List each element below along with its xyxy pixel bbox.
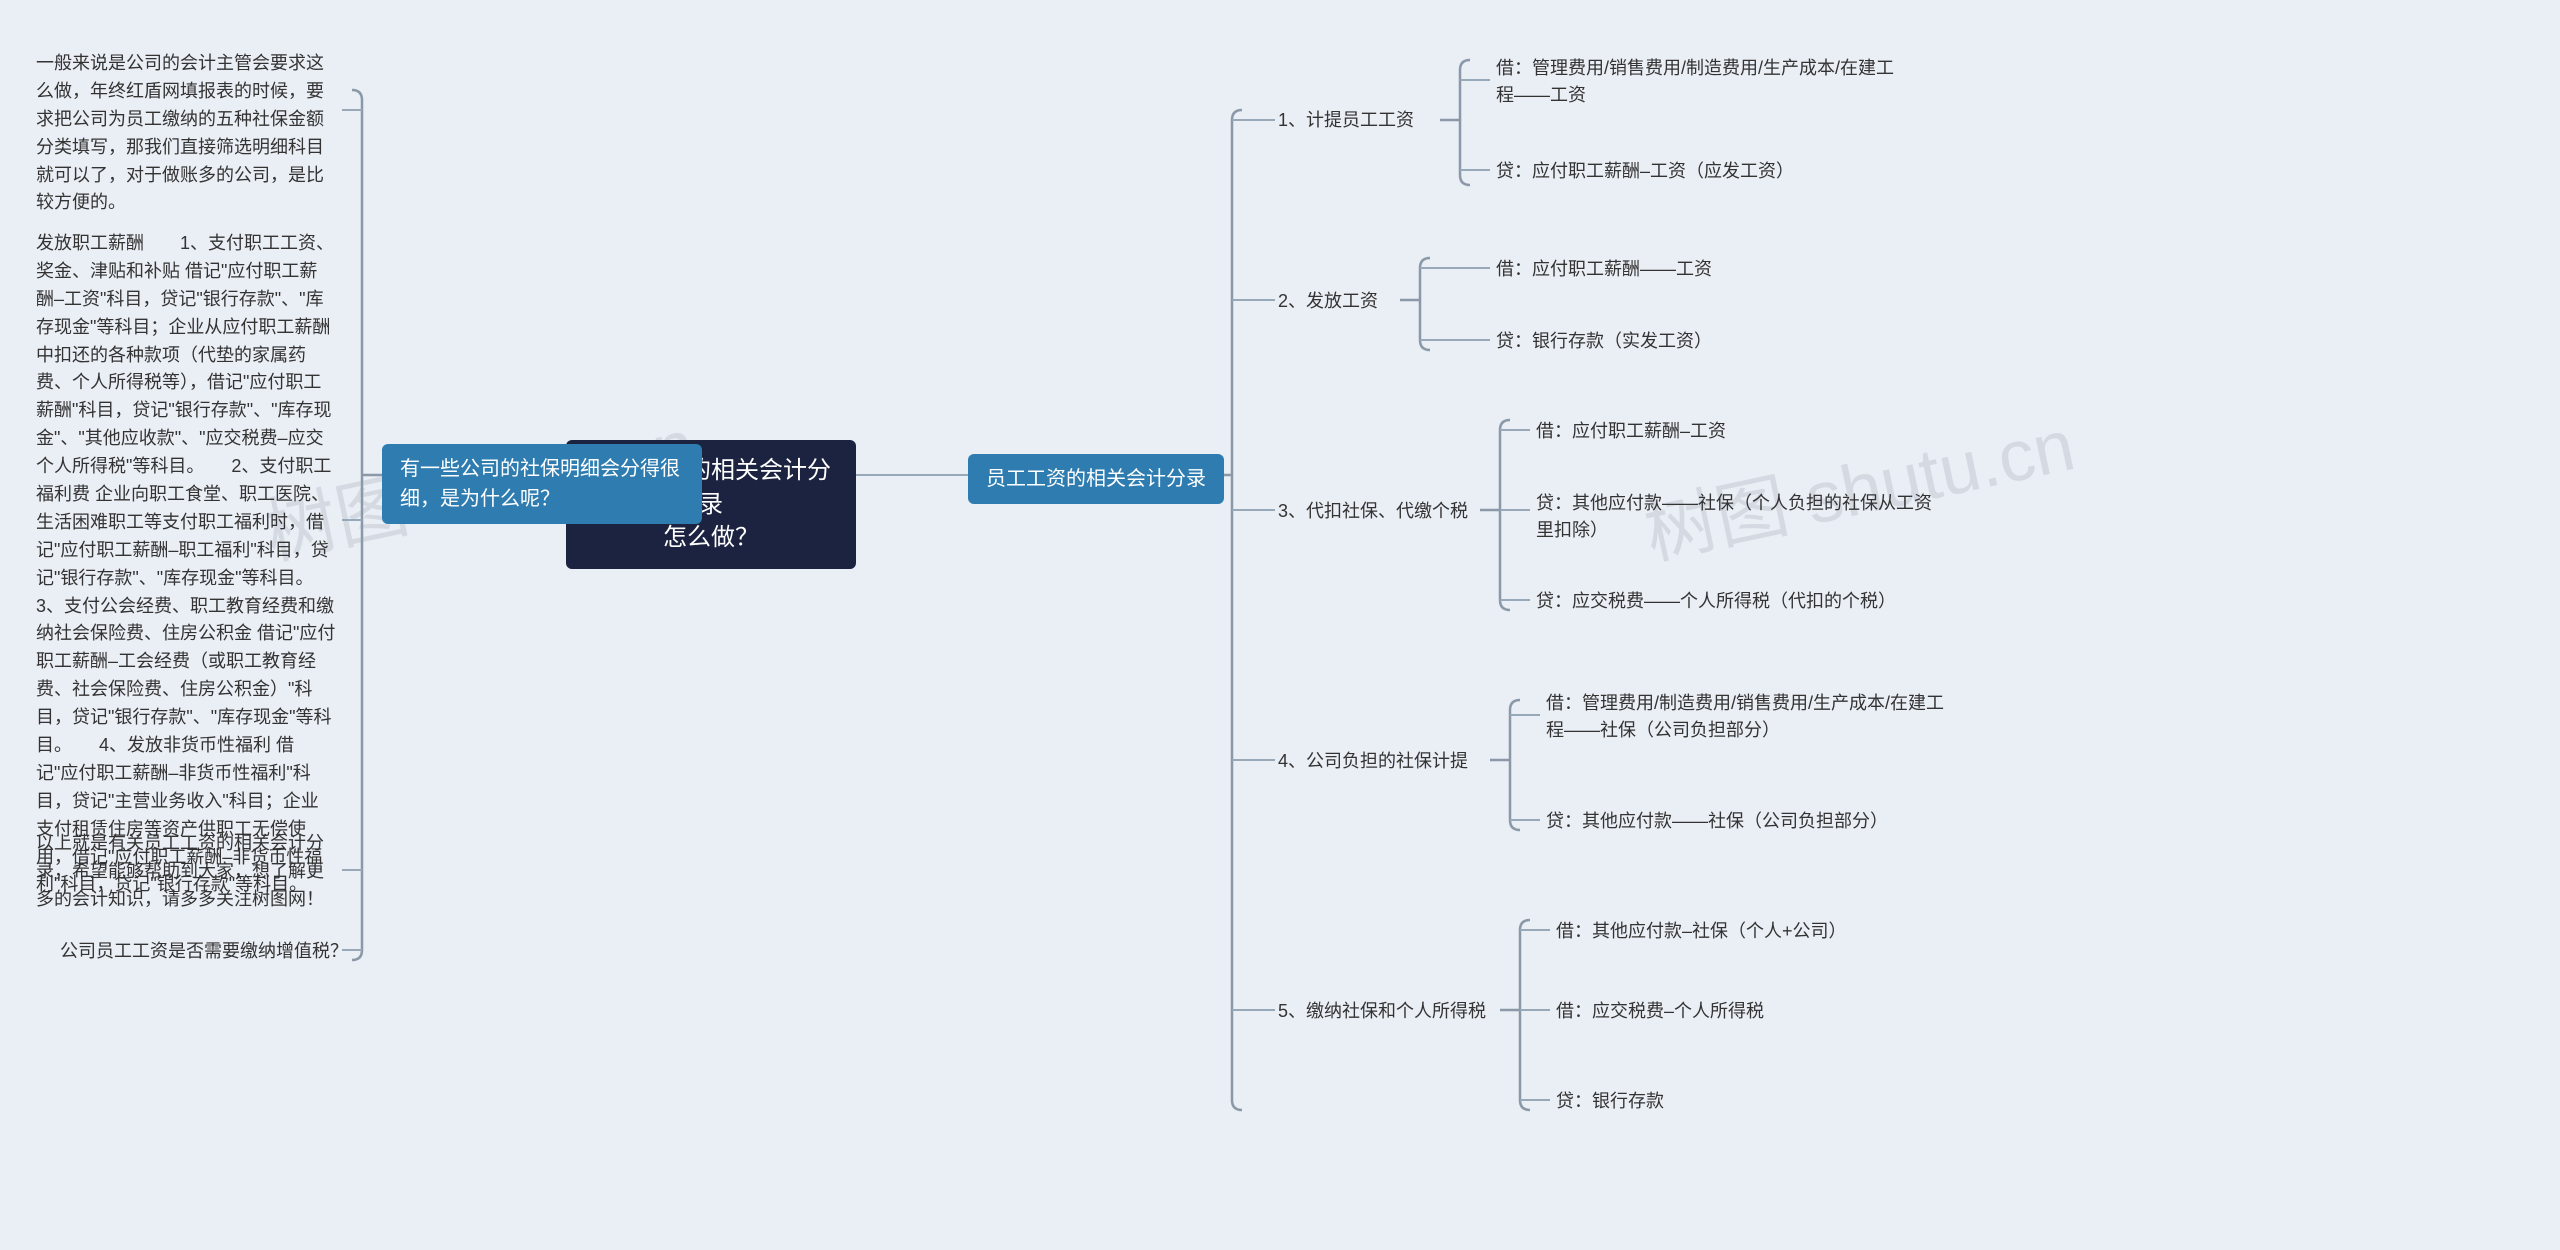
right-item-4-child-0: 借：管理费用/制造费用/销售费用/生产成本/在建工程——社保（公司负担部分） xyxy=(1546,690,1946,744)
right-item-5: 5、缴纳社保和个人所得税 xyxy=(1278,998,1486,1025)
left-paragraph-2: 以上就是有关员工工资的相关会计分录，希望能够帮助到大家，想了解更多的会计知识，请… xyxy=(36,830,336,914)
right-item-3-child-0: 借：应付职工薪酬–工资 xyxy=(1536,418,1726,445)
right-item-2: 2、发放工资 xyxy=(1278,288,1378,315)
right-item-3-child-2: 贷：应交税费——个人所得税（代扣的个税） xyxy=(1536,588,1896,615)
right-branch: 员工工资的相关会计分录 xyxy=(968,454,1224,504)
right-item-2-child-1: 贷：银行存款（实发工资） xyxy=(1496,328,1712,355)
right-item-5-child-2: 贷：银行存款 xyxy=(1556,1088,1664,1115)
right-item-1-child-1: 贷：应付职工薪酬–工资（应发工资） xyxy=(1496,158,1794,185)
right-item-4: 4、公司负担的社保计提 xyxy=(1278,748,1468,775)
right-item-1-child-0: 借：管理费用/销售费用/制造费用/生产成本/在建工程——工资 xyxy=(1496,55,1896,109)
right-item-5-child-0: 借：其他应付款–社保（个人+公司） xyxy=(1556,918,1847,945)
right-item-5-child-1: 借：应交税费–个人所得税 xyxy=(1556,998,1764,1025)
center-line2: 怎么做？ xyxy=(588,521,834,555)
left-paragraph-3: 公司员工工资是否需要缴纳增值税？ xyxy=(60,938,348,966)
connectors xyxy=(0,0,2560,1250)
watermark-right: 树图 shutu.cn xyxy=(1634,386,2082,579)
right-item-3-child-1: 贷：其他应付款——社保（个人负担的社保从工资里扣除） xyxy=(1536,490,1936,544)
right-item-4-child-1: 贷：其他应付款——社保（公司负担部分） xyxy=(1546,808,1888,835)
left-paragraph-1: 发放职工薪酬 1、支付职工工资、奖金、津贴和补贴 借记"应付职工薪酬–工资"科目… xyxy=(36,230,336,899)
left-paragraph-0: 一般来说是公司的会计主管会要求这么做，年终红盾网填报表的时候，要求把公司为员工缴… xyxy=(36,50,336,217)
left-branch: 有一些公司的社保明细会分得很细，是为什么呢？ xyxy=(382,444,702,524)
right-item-2-child-0: 借：应付职工薪酬——工资 xyxy=(1496,256,1712,283)
right-item-1: 1、计提员工工资 xyxy=(1278,107,1414,134)
right-item-3: 3、代扣社保、代缴个税 xyxy=(1278,498,1468,525)
